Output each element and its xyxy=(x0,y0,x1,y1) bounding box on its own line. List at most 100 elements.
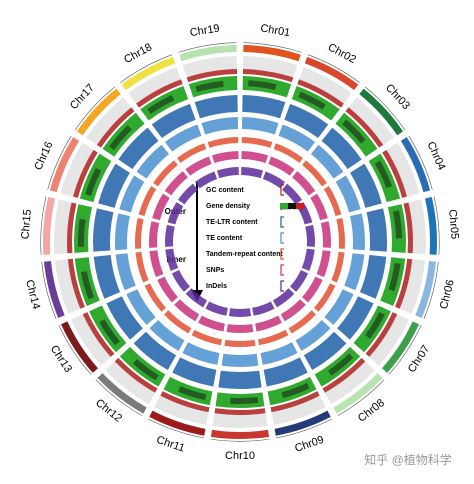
track-band xyxy=(278,124,316,152)
track-band-dark xyxy=(374,160,393,189)
track-band xyxy=(302,160,327,187)
chromosome-scale xyxy=(433,196,440,256)
track-band xyxy=(216,167,239,179)
track-band xyxy=(186,69,238,83)
legend-scale-bracket xyxy=(280,184,284,196)
legend-track-label: Tandem-repeat content xyxy=(206,251,284,258)
track-band xyxy=(303,331,347,371)
track-band xyxy=(257,329,289,346)
legend-scale-bracket xyxy=(280,264,284,276)
track-band xyxy=(242,69,294,83)
track-band xyxy=(126,289,156,326)
chromosome-band xyxy=(97,373,147,414)
track-band xyxy=(115,213,130,251)
track-band xyxy=(242,95,286,119)
track-band xyxy=(136,144,170,179)
chromosome-band xyxy=(179,45,237,62)
track-background xyxy=(70,312,115,366)
track-band xyxy=(252,301,275,316)
chromosome-band xyxy=(149,410,206,436)
track-band xyxy=(359,254,387,299)
track-band xyxy=(67,202,77,254)
chromosome-label: Chr05 xyxy=(446,209,460,240)
legend-heat-low xyxy=(280,203,288,209)
track-band xyxy=(221,353,259,367)
chromosome-band xyxy=(243,45,301,62)
track-band xyxy=(164,171,188,196)
track-band xyxy=(98,163,130,208)
legend-track-label: InDels xyxy=(206,283,227,290)
chromosome-scale xyxy=(210,438,270,442)
track-band xyxy=(350,213,366,251)
track-band xyxy=(324,289,354,326)
track-background xyxy=(60,143,98,198)
track-band xyxy=(322,357,366,393)
track-band xyxy=(136,79,183,108)
track-background xyxy=(382,143,420,198)
track-band xyxy=(115,253,136,291)
track-background xyxy=(365,312,410,366)
chromosome-label: Chr15 xyxy=(19,209,33,240)
track-band xyxy=(241,117,279,135)
track-band xyxy=(272,288,295,308)
track-band xyxy=(185,156,212,176)
track-band xyxy=(165,224,175,247)
track-band xyxy=(93,208,114,252)
track-band xyxy=(152,193,170,221)
track-background xyxy=(322,357,375,405)
track-band xyxy=(119,175,145,213)
track-band-dark xyxy=(178,386,207,401)
track-band xyxy=(164,310,192,334)
track-band xyxy=(165,248,179,271)
track-band xyxy=(96,107,135,148)
track-band xyxy=(211,151,239,164)
track-background xyxy=(128,67,183,108)
track-band xyxy=(133,331,177,371)
track-band xyxy=(176,143,207,163)
legend-track-label: TE content xyxy=(206,235,243,242)
track-band xyxy=(344,253,365,291)
chromosome-band xyxy=(382,321,419,373)
track-band xyxy=(350,163,382,208)
track-band xyxy=(194,171,218,189)
track-band xyxy=(337,296,374,340)
track-band xyxy=(316,250,331,278)
chromosome-label: Chr01 xyxy=(259,22,291,39)
track-band xyxy=(345,107,384,148)
track-band xyxy=(260,342,298,365)
track-background xyxy=(270,391,326,425)
track-band xyxy=(106,296,143,340)
track-band xyxy=(135,251,149,283)
track-band xyxy=(290,269,309,292)
track-band xyxy=(207,137,239,148)
track-band xyxy=(182,342,220,365)
chromosome-band xyxy=(76,88,121,136)
legend-track-label: SNPs xyxy=(206,267,224,274)
chromosome-band xyxy=(415,260,437,318)
legend-track-label: Gene density xyxy=(206,203,250,210)
track-band-dark xyxy=(132,359,159,381)
track-band xyxy=(177,183,198,205)
legend-heat-mid xyxy=(288,203,296,209)
track-band xyxy=(292,171,316,196)
track-band xyxy=(313,283,336,312)
chromosome-band xyxy=(43,196,56,255)
track-band xyxy=(205,301,228,316)
track-band-dark xyxy=(109,125,132,150)
track-band-dark xyxy=(393,210,402,239)
track-band xyxy=(301,248,315,271)
track-band-dark xyxy=(78,218,86,247)
chromosome-band xyxy=(424,196,437,255)
inner-label: Inner xyxy=(166,255,186,264)
track-band xyxy=(282,183,303,205)
track-band xyxy=(171,269,190,292)
track-band xyxy=(403,202,414,254)
track-band-dark xyxy=(342,119,366,144)
track-band xyxy=(382,149,407,198)
track-band xyxy=(228,308,252,318)
track-band xyxy=(164,124,202,152)
legend-scale-bracket xyxy=(280,232,284,244)
chromosome-band xyxy=(304,56,359,91)
track-band xyxy=(297,79,344,108)
track-band xyxy=(270,391,320,413)
